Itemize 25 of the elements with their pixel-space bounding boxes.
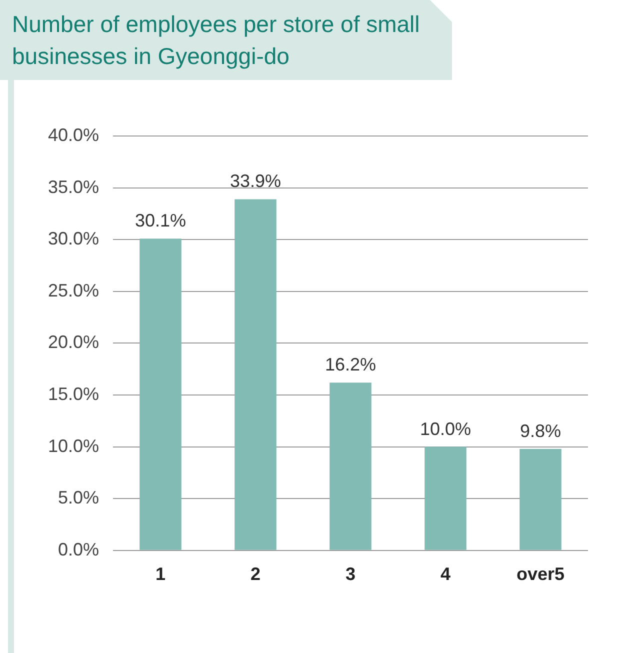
bar xyxy=(140,238,182,550)
y-tick-label: 35.0% xyxy=(48,176,99,197)
x-tick-label: 4 xyxy=(440,564,451,584)
data-label: 9.8% xyxy=(520,420,562,441)
chart-title: Number of employees per store of small businesses in Gyeonggi-do xyxy=(12,10,421,71)
data-label: 10.0% xyxy=(420,418,472,439)
y-tick-label: 30.0% xyxy=(48,228,99,249)
x-tick-label: 1 xyxy=(155,564,166,584)
data-label: 33.9% xyxy=(230,171,282,192)
x-tick-label: over5 xyxy=(516,564,565,584)
y-tick-label: 0.0% xyxy=(58,539,99,560)
y-tick-label: 10.0% xyxy=(48,436,99,456)
bar xyxy=(330,382,372,550)
data-label: 16.2% xyxy=(324,354,376,375)
y-tick-label: 40.0% xyxy=(48,124,99,145)
bar xyxy=(424,446,466,550)
y-tick-label: 15.0% xyxy=(48,384,99,404)
y-tick-label: 25.0% xyxy=(48,280,99,300)
bar xyxy=(234,199,276,550)
bar xyxy=(520,448,562,550)
data-label: 30.1% xyxy=(134,210,186,231)
y-tick-label: 5.0% xyxy=(58,488,99,508)
x-tick-label: 2 xyxy=(250,564,261,584)
y-tick-label: 20.0% xyxy=(48,332,99,352)
x-tick-label: 3 xyxy=(345,564,356,584)
